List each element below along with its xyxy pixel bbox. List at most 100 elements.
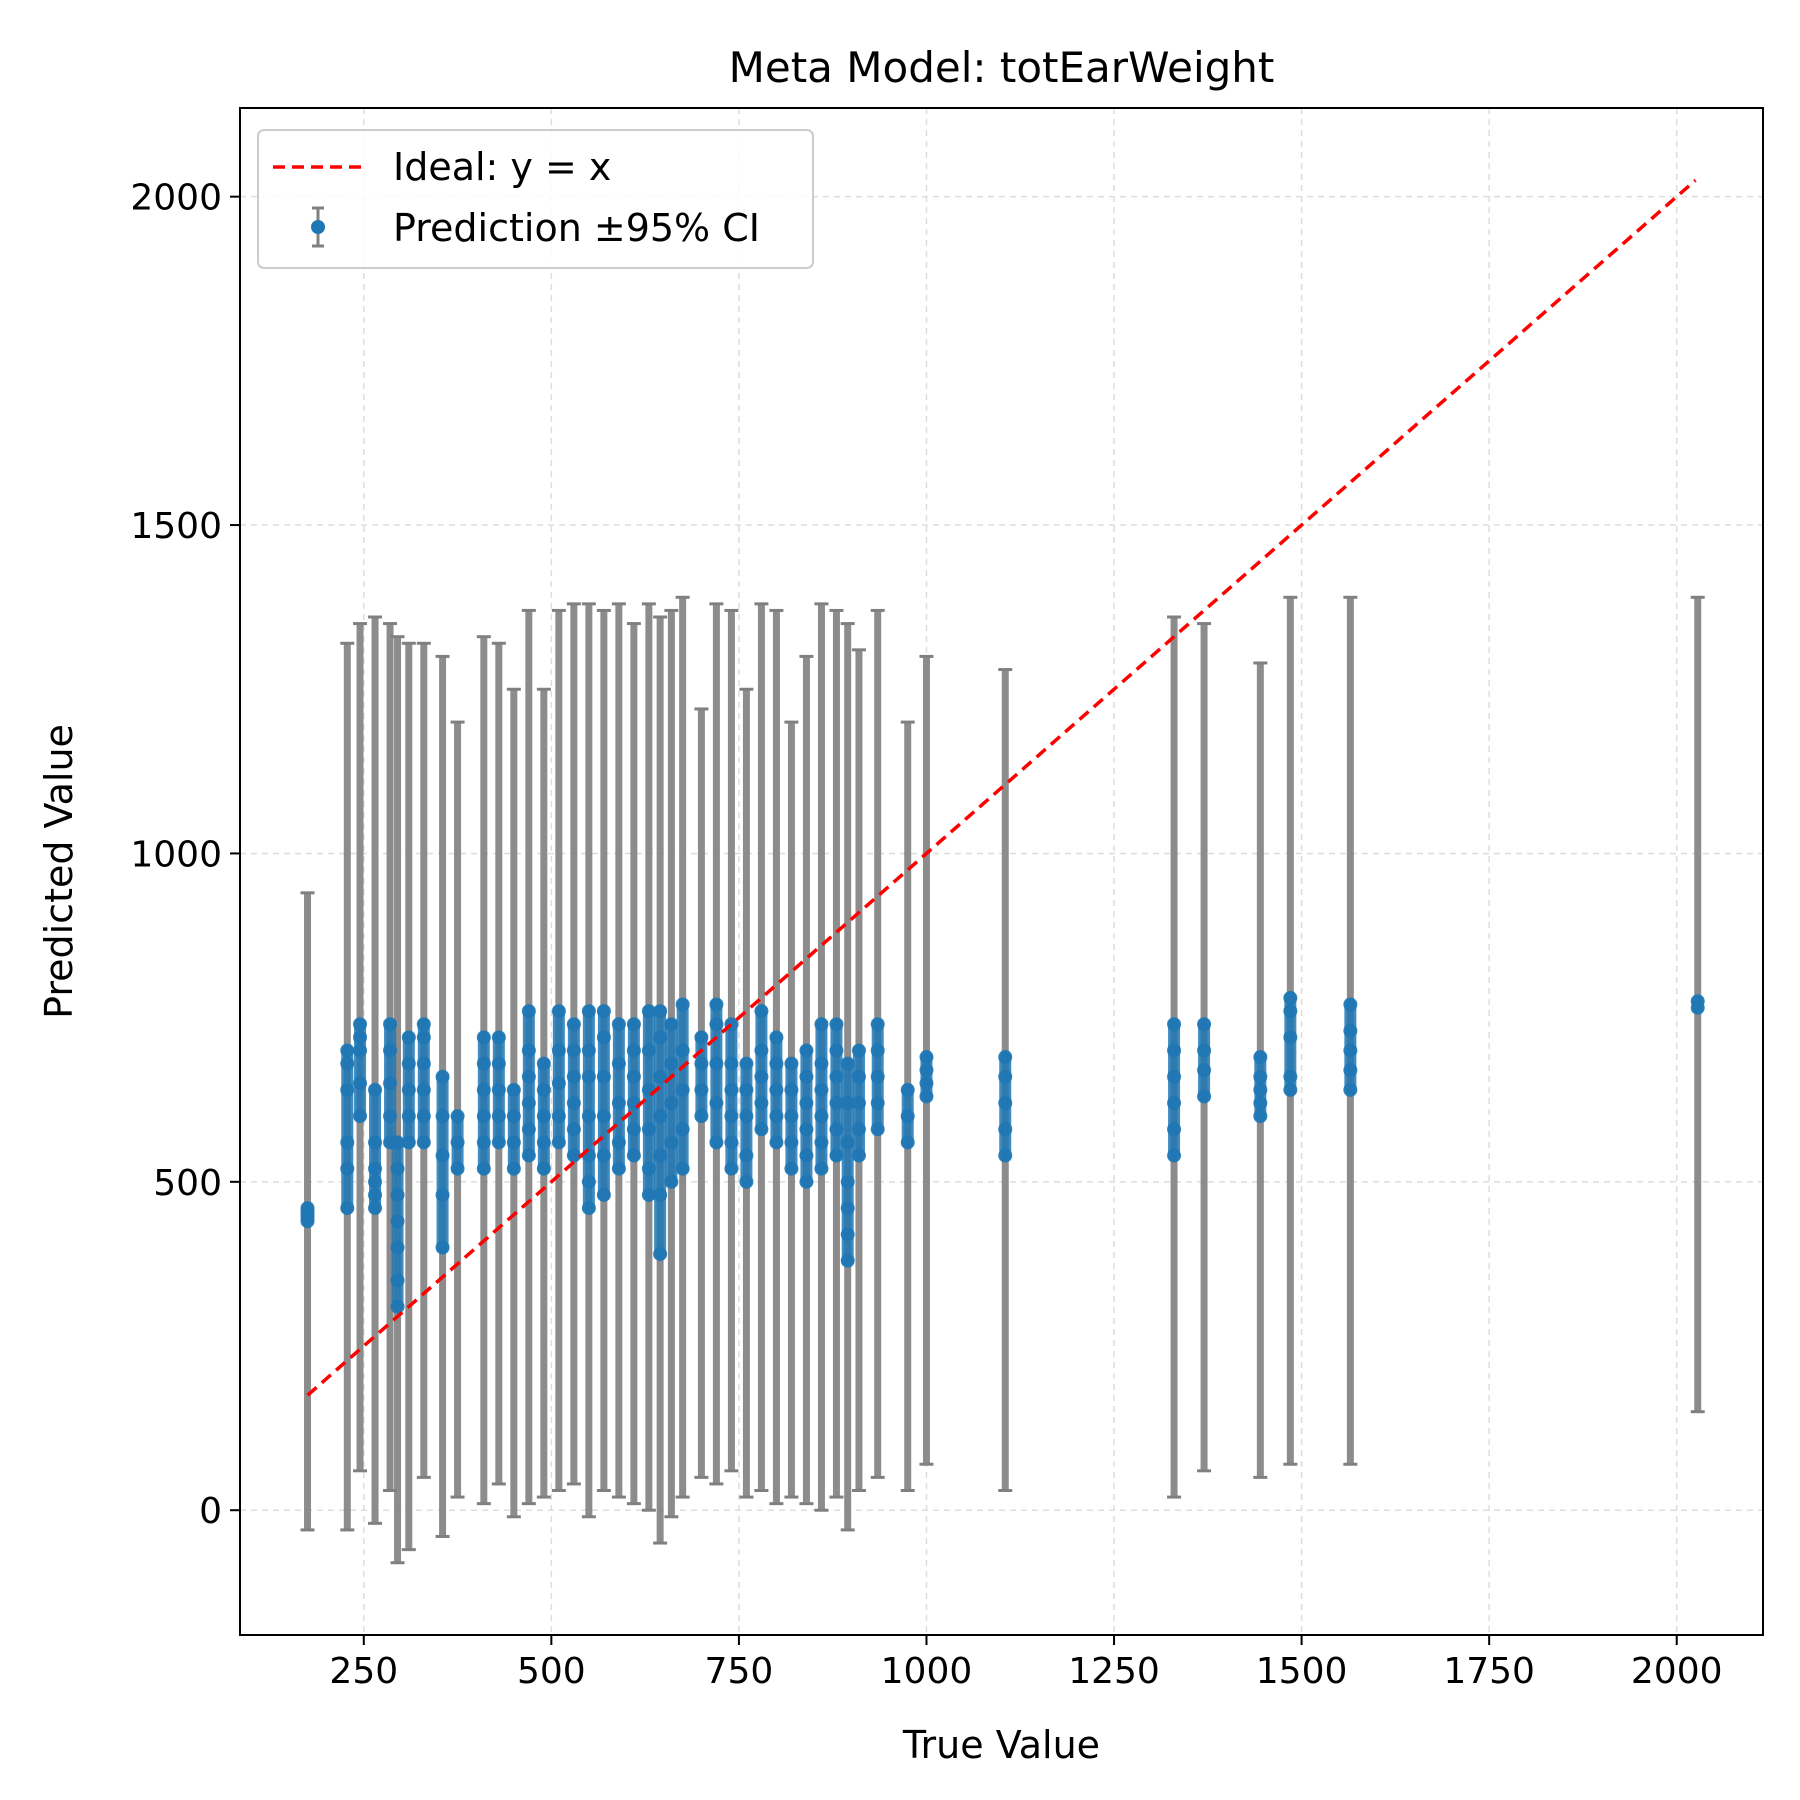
prediction-point [724, 1056, 739, 1071]
prediction-point [709, 997, 724, 1012]
prediction-point [799, 1096, 814, 1111]
prediction-point [709, 1056, 724, 1071]
prediction-point [784, 1109, 799, 1124]
prediction-point [653, 1187, 668, 1202]
prediction-point [1253, 1069, 1268, 1084]
prediction-point [709, 1096, 724, 1111]
prediction-point [769, 1056, 784, 1071]
prediction-point [840, 1201, 855, 1216]
prediction-point [1167, 1148, 1182, 1163]
y-tick-label: 0 [199, 1491, 222, 1532]
prediction-point [653, 1247, 668, 1262]
prediction-point [416, 1017, 431, 1032]
prediction-point [814, 1109, 829, 1124]
prediction-point [390, 1299, 405, 1314]
prediction-point [709, 1135, 724, 1150]
prediction-point [390, 1240, 405, 1255]
prediction-point [900, 1109, 915, 1124]
prediction-point [390, 1214, 405, 1229]
prediction-point [829, 1043, 844, 1058]
prediction-point [1167, 1069, 1182, 1084]
prediction-point [491, 1135, 506, 1150]
prediction-point [340, 1043, 355, 1058]
prediction-point [653, 1109, 668, 1124]
prediction-point [450, 1135, 465, 1150]
prediction-point [829, 1096, 844, 1111]
prediction-point [1253, 1082, 1268, 1097]
prediction-point [401, 1109, 416, 1124]
prediction-point [840, 1135, 855, 1150]
prediction-point [829, 1122, 844, 1137]
prediction-point [340, 1161, 355, 1176]
prediction-point [491, 1030, 506, 1045]
prediction-point [709, 1017, 724, 1032]
prediction-point [754, 1069, 769, 1084]
prediction-point [353, 1043, 368, 1058]
prediction-point [851, 1043, 866, 1058]
prediction-point [626, 1043, 641, 1058]
prediction-point [476, 1161, 491, 1176]
prediction-point [641, 1122, 656, 1137]
legend-point [311, 220, 325, 234]
prediction-point [694, 1109, 709, 1124]
grid [240, 108, 1763, 1635]
prediction-point [340, 1201, 355, 1216]
prediction-point [851, 1122, 866, 1137]
prediction-point [799, 1043, 814, 1058]
prediction-point [383, 1076, 398, 1091]
prediction-point [581, 1109, 596, 1124]
prediction-point [1283, 1069, 1298, 1084]
prediction-point [769, 1030, 784, 1045]
prediction-point [754, 1096, 769, 1111]
prediction-point [368, 1161, 383, 1176]
prediction-point [641, 1187, 656, 1202]
prediction-point [551, 1076, 566, 1091]
prediction-point [840, 1096, 855, 1111]
prediction-point [653, 1148, 668, 1163]
prediction-point [611, 1056, 626, 1071]
prediction-point [900, 1082, 915, 1097]
prediction-point [919, 1063, 934, 1078]
prediction-point [536, 1056, 551, 1071]
prediction-point [739, 1148, 754, 1163]
prediction-point [739, 1109, 754, 1124]
prediction-point [390, 1135, 405, 1150]
prediction-point [383, 1017, 398, 1032]
prediction-point [383, 1109, 398, 1124]
prediction-point [998, 1122, 1013, 1137]
prediction-point [596, 1187, 611, 1202]
prediction-point [450, 1161, 465, 1176]
prediction-point [641, 1161, 656, 1176]
prediction-point [506, 1161, 521, 1176]
prediction-point [300, 1201, 315, 1216]
prediction-point [664, 1017, 679, 1032]
x-tick-label: 1750 [1443, 1651, 1535, 1692]
prediction-point [551, 1004, 566, 1019]
prediction-point [506, 1082, 521, 1097]
prediction-point [870, 1096, 885, 1111]
prediction-point [870, 1122, 885, 1137]
x-tick-label: 1500 [1256, 1651, 1348, 1692]
prediction-point [840, 1227, 855, 1242]
prediction-point [521, 1004, 536, 1019]
prediction-point [840, 1253, 855, 1268]
prediction-point [611, 1017, 626, 1032]
x-tick-label: 250 [329, 1651, 398, 1692]
prediction-point [641, 1043, 656, 1058]
prediction-point [368, 1201, 383, 1216]
prediction-point [799, 1069, 814, 1084]
prediction-point [641, 1004, 656, 1019]
prediction-point [653, 1004, 668, 1019]
prediction-point [536, 1161, 551, 1176]
prediction-point [596, 1109, 611, 1124]
prediction-point [596, 1004, 611, 1019]
prediction-point [566, 1122, 581, 1137]
prediction-point [754, 1043, 769, 1058]
prediction-point [401, 1082, 416, 1097]
chart-title: Meta Model: totEarWeight [729, 43, 1275, 92]
prediction-point [521, 1069, 536, 1084]
prediction-point [368, 1174, 383, 1189]
prediction-point [870, 1069, 885, 1084]
prediction-point [491, 1082, 506, 1097]
